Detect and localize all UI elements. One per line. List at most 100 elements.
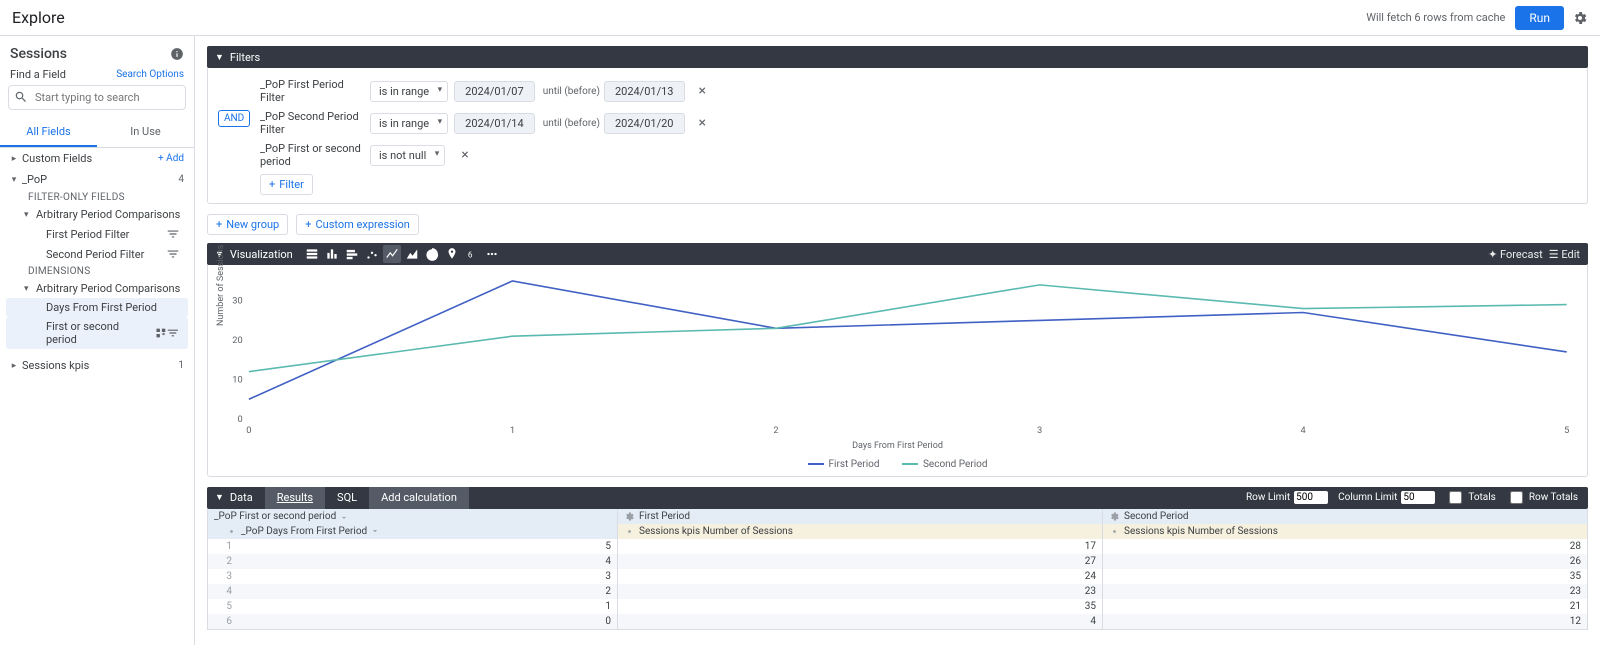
column-limit-input[interactable] [1401, 491, 1435, 504]
settings-icon[interactable] [1572, 10, 1588, 26]
view-pop-count: 4 [178, 174, 184, 185]
viz-more-icon[interactable] [483, 245, 501, 263]
visualization-title: Visualization [230, 248, 293, 261]
group-arbitrary-2[interactable]: ▾Arbitrary Period Comparisons [0, 279, 194, 298]
custom-expression-button[interactable]: +Custom expression [296, 214, 419, 235]
table-row[interactable]: 15 17 28 [208, 539, 1587, 554]
viz-map-icon[interactable] [443, 245, 461, 263]
page-title: Explore [12, 8, 65, 27]
view-pop-label: _PoP [22, 173, 47, 186]
sort-down-icon[interactable] [370, 526, 380, 536]
measure-sessions-b: Sessions kpis Number of Sessions [1124, 526, 1278, 537]
add-custom-field-link[interactable]: + Add [158, 153, 184, 164]
new-group-button[interactable]: +New group [207, 214, 288, 235]
table-row[interactable]: 42 23 23 [208, 584, 1587, 599]
svg-text:4: 4 [1301, 426, 1306, 436]
table-row[interactable]: 24 27 26 [208, 554, 1587, 569]
info-icon[interactable] [170, 47, 184, 61]
forecast-button[interactable]: ✦ Forecast [1488, 248, 1543, 261]
run-button[interactable]: Run [1515, 6, 1564, 30]
add-calculation-button[interactable]: Add calculation [369, 487, 469, 509]
viz-area-icon[interactable] [403, 245, 421, 263]
custom-fields-row[interactable]: ▸Custom Fields + Add [0, 148, 194, 169]
tab-sql[interactable]: SQL [325, 487, 369, 509]
sort-icon[interactable] [339, 511, 349, 521]
svg-text:30: 30 [232, 297, 242, 307]
row-totals-checkbox[interactable]: Row Totals [1506, 488, 1578, 507]
viz-bar-icon[interactable] [343, 245, 361, 263]
explore-model-name: Sessions [10, 46, 170, 62]
field-first-period-filter[interactable]: First Period Filter [6, 224, 188, 244]
column-gear-icon[interactable] [1109, 526, 1120, 537]
svg-text:5: 5 [1564, 426, 1569, 436]
filter-op-select[interactable]: is in range [370, 81, 448, 102]
svg-text:0: 0 [237, 415, 242, 425]
viz-line-icon[interactable] [383, 245, 401, 263]
filter-icon[interactable] [166, 247, 180, 261]
field-second-period-filter-label: Second Period Filter [46, 248, 144, 261]
find-field-label: Find a Field [10, 68, 66, 81]
filter-icon[interactable] [166, 326, 180, 340]
table-row[interactable]: 51 35 21 [208, 599, 1587, 614]
edit-viz-button[interactable]: ☰ Edit [1549, 248, 1580, 261]
tab-results[interactable]: Results [265, 487, 325, 509]
measure-sessions-a: Sessions kpis Number of Sessions [639, 526, 793, 537]
remove-filter-icon[interactable]: × [699, 115, 706, 131]
table-row[interactable]: 60 4 12 [208, 614, 1587, 629]
filter-date-from[interactable]: 2024/01/07 [454, 81, 535, 102]
column-gear-icon[interactable] [624, 526, 635, 537]
filter-date-to[interactable]: 2024/01/20 [604, 113, 685, 134]
filter-icon[interactable] [166, 227, 180, 241]
svg-text:2: 2 [773, 426, 778, 436]
field-search-input[interactable] [8, 85, 186, 110]
table-row[interactable]: 33 24 35 [208, 569, 1587, 584]
chevron-down-icon[interactable]: ▼ [215, 492, 224, 503]
dimensions-heading: DIMENSIONS [0, 264, 194, 279]
filter-date-to[interactable]: 2024/01/13 [604, 81, 685, 102]
data-section-bar: ▼ Data Results SQL Add calculation Row L… [207, 487, 1588, 509]
tab-all-fields[interactable]: All Fields [0, 118, 97, 147]
remove-filter-icon[interactable]: × [461, 147, 468, 163]
group-arbitrary-1[interactable]: ▾Arbitrary Period Comparisons [0, 205, 194, 224]
svg-text:3: 3 [1037, 426, 1042, 436]
field-second-period-filter[interactable]: Second Period Filter [6, 244, 188, 264]
search-icon [14, 90, 28, 104]
filter-op-select[interactable]: is not null [370, 145, 445, 166]
view-sessions-kpis-row[interactable]: ▸Sessions kpis 1 [0, 355, 194, 376]
viz-scatter-icon[interactable] [363, 245, 381, 263]
svg-text:20: 20 [232, 336, 242, 346]
visualization-section-bar[interactable]: ▼ Visualization 6 ✦ Forecast ☰ Edit [207, 243, 1588, 265]
pivot-header: _PoP First or second period [214, 511, 336, 522]
and-operator-badge[interactable]: AND [218, 110, 250, 127]
dim-days-from-first: _PoP Days From First Period [241, 526, 367, 537]
viz-column-icon[interactable] [323, 245, 341, 263]
svg-text:0: 0 [246, 426, 251, 436]
pivot-icon[interactable] [155, 327, 167, 339]
filter-date-from[interactable]: 2024/01/14 [454, 113, 535, 134]
chart-y-label: Number of Sessions [216, 245, 226, 326]
remove-filter-icon[interactable]: × [699, 83, 706, 99]
filters-section-bar[interactable]: ▼ Filters [207, 46, 1588, 68]
row-limit-input[interactable] [1294, 491, 1328, 504]
column-gear-icon[interactable] [1109, 511, 1120, 522]
field-days-from-first-period-label: Days From First Period [46, 301, 157, 314]
column-gear-icon[interactable] [624, 511, 635, 522]
view-pop-row[interactable]: ▾_PoP 4 [0, 169, 194, 190]
filter-row: _PoP First Period Filter is in range2024… [220, 78, 1575, 104]
chart-x-label: Days From First Period [218, 441, 1577, 453]
add-filter-button[interactable]: +Filter [260, 174, 313, 195]
totals-checkbox[interactable]: Totals [1445, 488, 1496, 507]
viz-table-icon[interactable] [303, 245, 321, 263]
viz-pie-icon[interactable] [423, 245, 441, 263]
field-days-from-first-period[interactable]: Days From First Period [6, 298, 188, 317]
column-gear-icon[interactable] [226, 526, 237, 537]
viz-single-value-icon[interactable]: 6 [463, 245, 481, 263]
view-sessions-kpis-label: Sessions kpis [22, 359, 89, 372]
tab-in-use[interactable]: In Use [97, 118, 194, 147]
filter-until-label: until (before) [543, 118, 600, 129]
filter-op-select[interactable]: is in range [370, 113, 448, 134]
field-first-or-second-period[interactable]: First or second period [6, 317, 188, 349]
group-arbitrary-1-label: Arbitrary Period Comparisons [36, 208, 180, 221]
row-limit-label: Row Limit [1246, 492, 1290, 503]
search-options-link[interactable]: Search Options [116, 69, 184, 80]
